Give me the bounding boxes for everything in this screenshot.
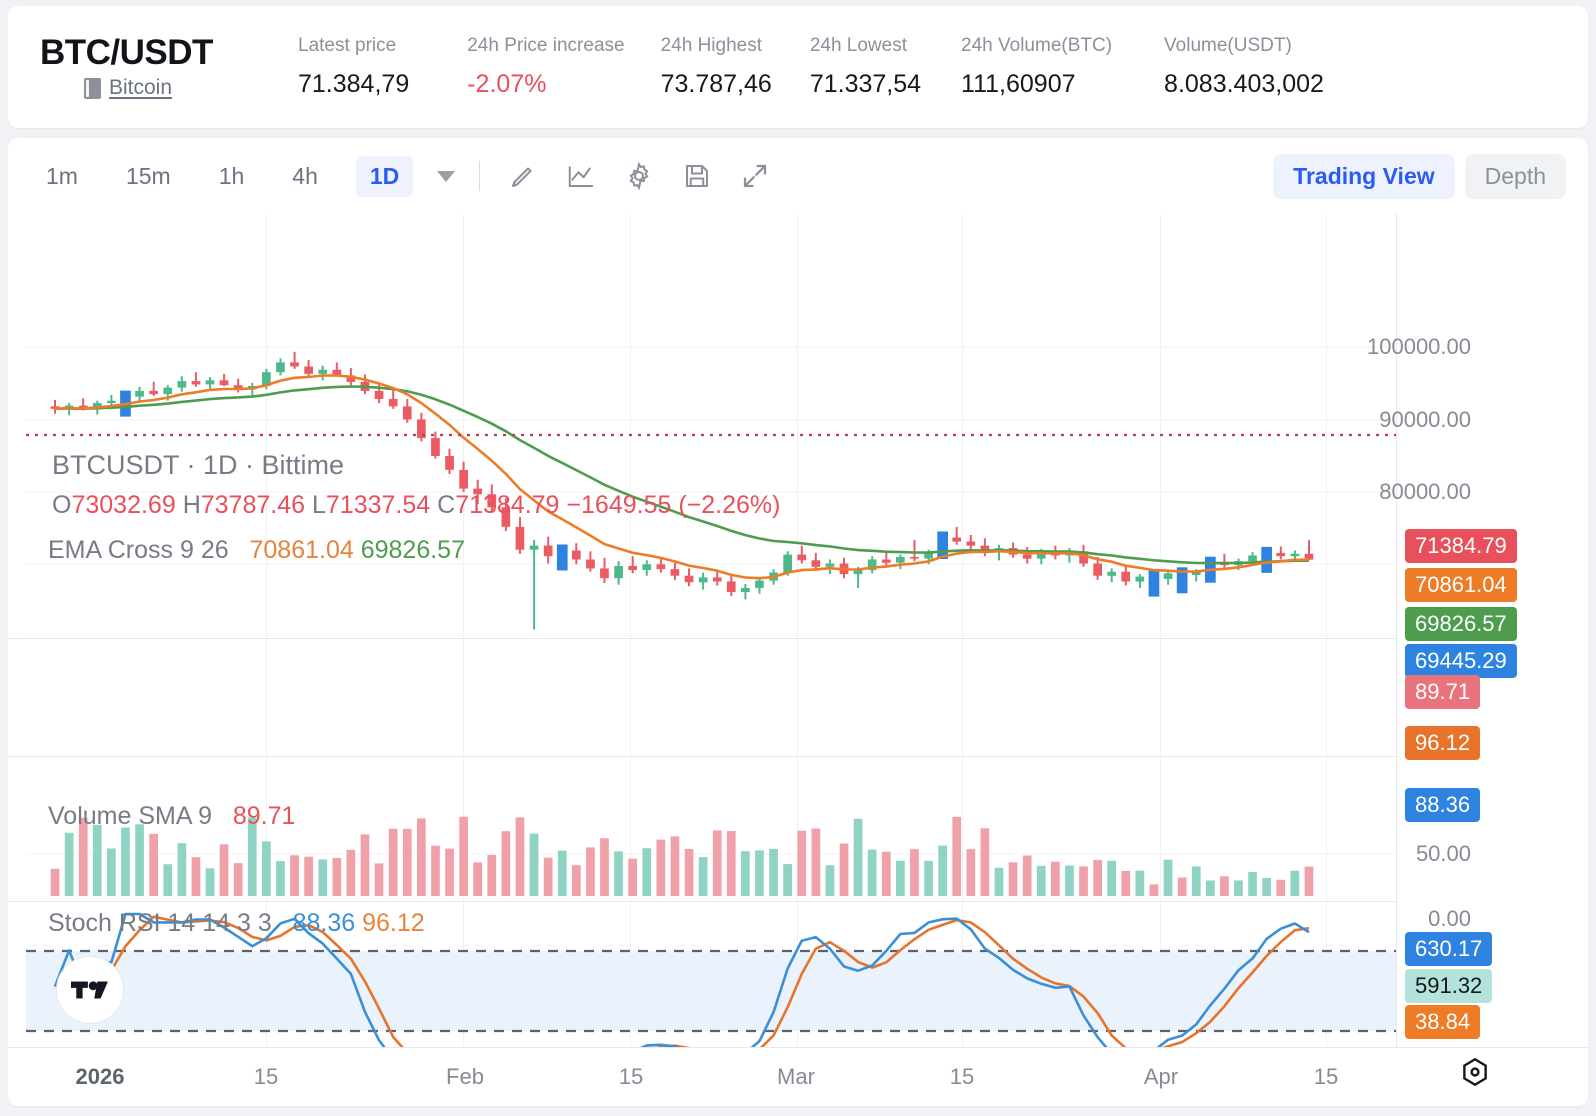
chevron-down-icon[interactable] — [437, 170, 456, 182]
timeframe-1h[interactable]: 1h — [218, 162, 245, 189]
extra-price-pill: 69445.29 — [1405, 644, 1517, 678]
stat-value: 73.787,46 — [660, 70, 772, 98]
price-tick: 80000.00 — [1379, 479, 1471, 504]
stat-volume-usdt: Volume(USDT) 8.083.403,002 — [1164, 35, 1324, 99]
stoch-tick: 50.00 — [1415, 841, 1471, 866]
stat-latest-price: Latest price 71.384,79 — [298, 35, 409, 99]
ema-slow-pill: 69826.57 — [1405, 607, 1517, 641]
symbol-pair: BTC/USDT — [40, 33, 213, 72]
chart-settings-button[interactable] — [1458, 1055, 1492, 1094]
stoch-d-pill: 96.12 — [1405, 726, 1481, 760]
fullscreen-icon[interactable] — [740, 161, 770, 191]
stat-24h-volume-btc: 24h Volume(BTC) 111,60907 — [961, 35, 1112, 99]
time-label: 15 — [253, 1064, 279, 1089]
time-label: Mar — [777, 1064, 815, 1089]
stat-label: 24h Price increase — [467, 35, 625, 56]
chart-body: BTCUSDT · 1D · Bittime O73032.69 H73787.… — [8, 214, 1588, 1106]
stat-price-change: 24h Price increase -2.07% — [467, 35, 624, 99]
stoch-tick: 0.00 — [1428, 906, 1471, 931]
chart-plot[interactable] — [26, 214, 1396, 1106]
stat-24h-lowest: 24h Lowest 71.337,54 — [810, 35, 921, 99]
stat-label: Latest price — [298, 35, 397, 56]
price-tick: 90000.00 — [1379, 407, 1471, 432]
chart-toolbar: 1m 15m 1h 4h 1D — [8, 138, 1588, 214]
macd-line-pill: 630.17 — [1405, 932, 1493, 966]
stoch-rsi-series — [26, 912, 1396, 1061]
gear-icon[interactable] — [624, 161, 654, 191]
time-label: 15 — [1313, 1064, 1339, 1089]
price-tick: 100000.00 — [1367, 334, 1471, 359]
save-icon[interactable] — [682, 161, 712, 191]
stat-label: 24h Highest — [660, 35, 762, 56]
timeframe-1d[interactable]: 1D — [355, 155, 414, 197]
timeframe-4h[interactable]: 4h — [292, 162, 318, 189]
stat-value: 8.083.403,002 — [1164, 70, 1324, 98]
line-chart-icon[interactable] — [566, 161, 596, 191]
macd-signal-pill: 38.84 — [1405, 1005, 1481, 1039]
chart-card: 1m 15m 1h 4h 1D — [8, 138, 1588, 1106]
time-label: 15 — [618, 1064, 644, 1089]
last-price-pill: 71384.79 — [1405, 529, 1517, 563]
tradingview-logo-icon — [71, 981, 108, 999]
macd-hist-pill: 591.32 — [1405, 969, 1493, 1003]
book-icon — [84, 77, 101, 99]
stat-value: 71.337,54 — [809, 70, 922, 98]
time-label: Feb — [446, 1064, 484, 1089]
stat-label: 24h Volume(BTC) — [961, 35, 1113, 56]
stat-label: Volume(USDT) — [1164, 35, 1292, 56]
candlestick-series — [26, 351, 1396, 630]
time-label: 15 — [949, 1064, 975, 1089]
time-label: Apr — [1143, 1064, 1179, 1089]
stoch-k-pill: 88.36 — [1405, 788, 1481, 822]
asset-link[interactable]: Bitcoin — [40, 76, 260, 100]
tradingview-logo[interactable] — [56, 956, 124, 1024]
symbol-block: BTC/USDT Bitcoin — [8, 34, 260, 100]
timeframe-1m[interactable]: 1m — [46, 162, 78, 189]
asset-name: Bitcoin — [109, 76, 173, 99]
time-label: 2026 — [75, 1064, 125, 1089]
volume-pill: 89.71 — [1405, 675, 1481, 709]
toolbar-divider — [479, 161, 481, 191]
hexagon-target-icon — [1463, 1057, 1487, 1087]
stat-value: 71.384,79 — [298, 70, 410, 98]
tab-depth[interactable]: Depth — [1464, 153, 1566, 199]
time-axis[interactable]: 2026 15 Feb 15 Mar 15 Apr 15 — [8, 1047, 1588, 1106]
tab-trading-view[interactable]: Trading View — [1273, 153, 1455, 199]
pencil-icon[interactable] — [508, 161, 538, 191]
ticker-header: BTC/USDT Bitcoin Latest price 71.384,79 … — [8, 6, 1588, 128]
ema-fast-pill: 70861.04 — [1405, 568, 1517, 602]
timeframe-15m[interactable]: 15m — [125, 162, 171, 189]
stat-value: -2.07% — [467, 70, 547, 98]
volume-series — [50, 816, 1314, 896]
value-axis[interactable]: 100000.00 90000.00 80000.00 71384.79 708… — [1367, 214, 1588, 1106]
stat-24h-highest: 24h Highest 73.787,46 — [661, 35, 772, 99]
stat-label: 24h Lowest — [809, 35, 907, 56]
stat-value: 111,60907 — [961, 70, 1076, 98]
